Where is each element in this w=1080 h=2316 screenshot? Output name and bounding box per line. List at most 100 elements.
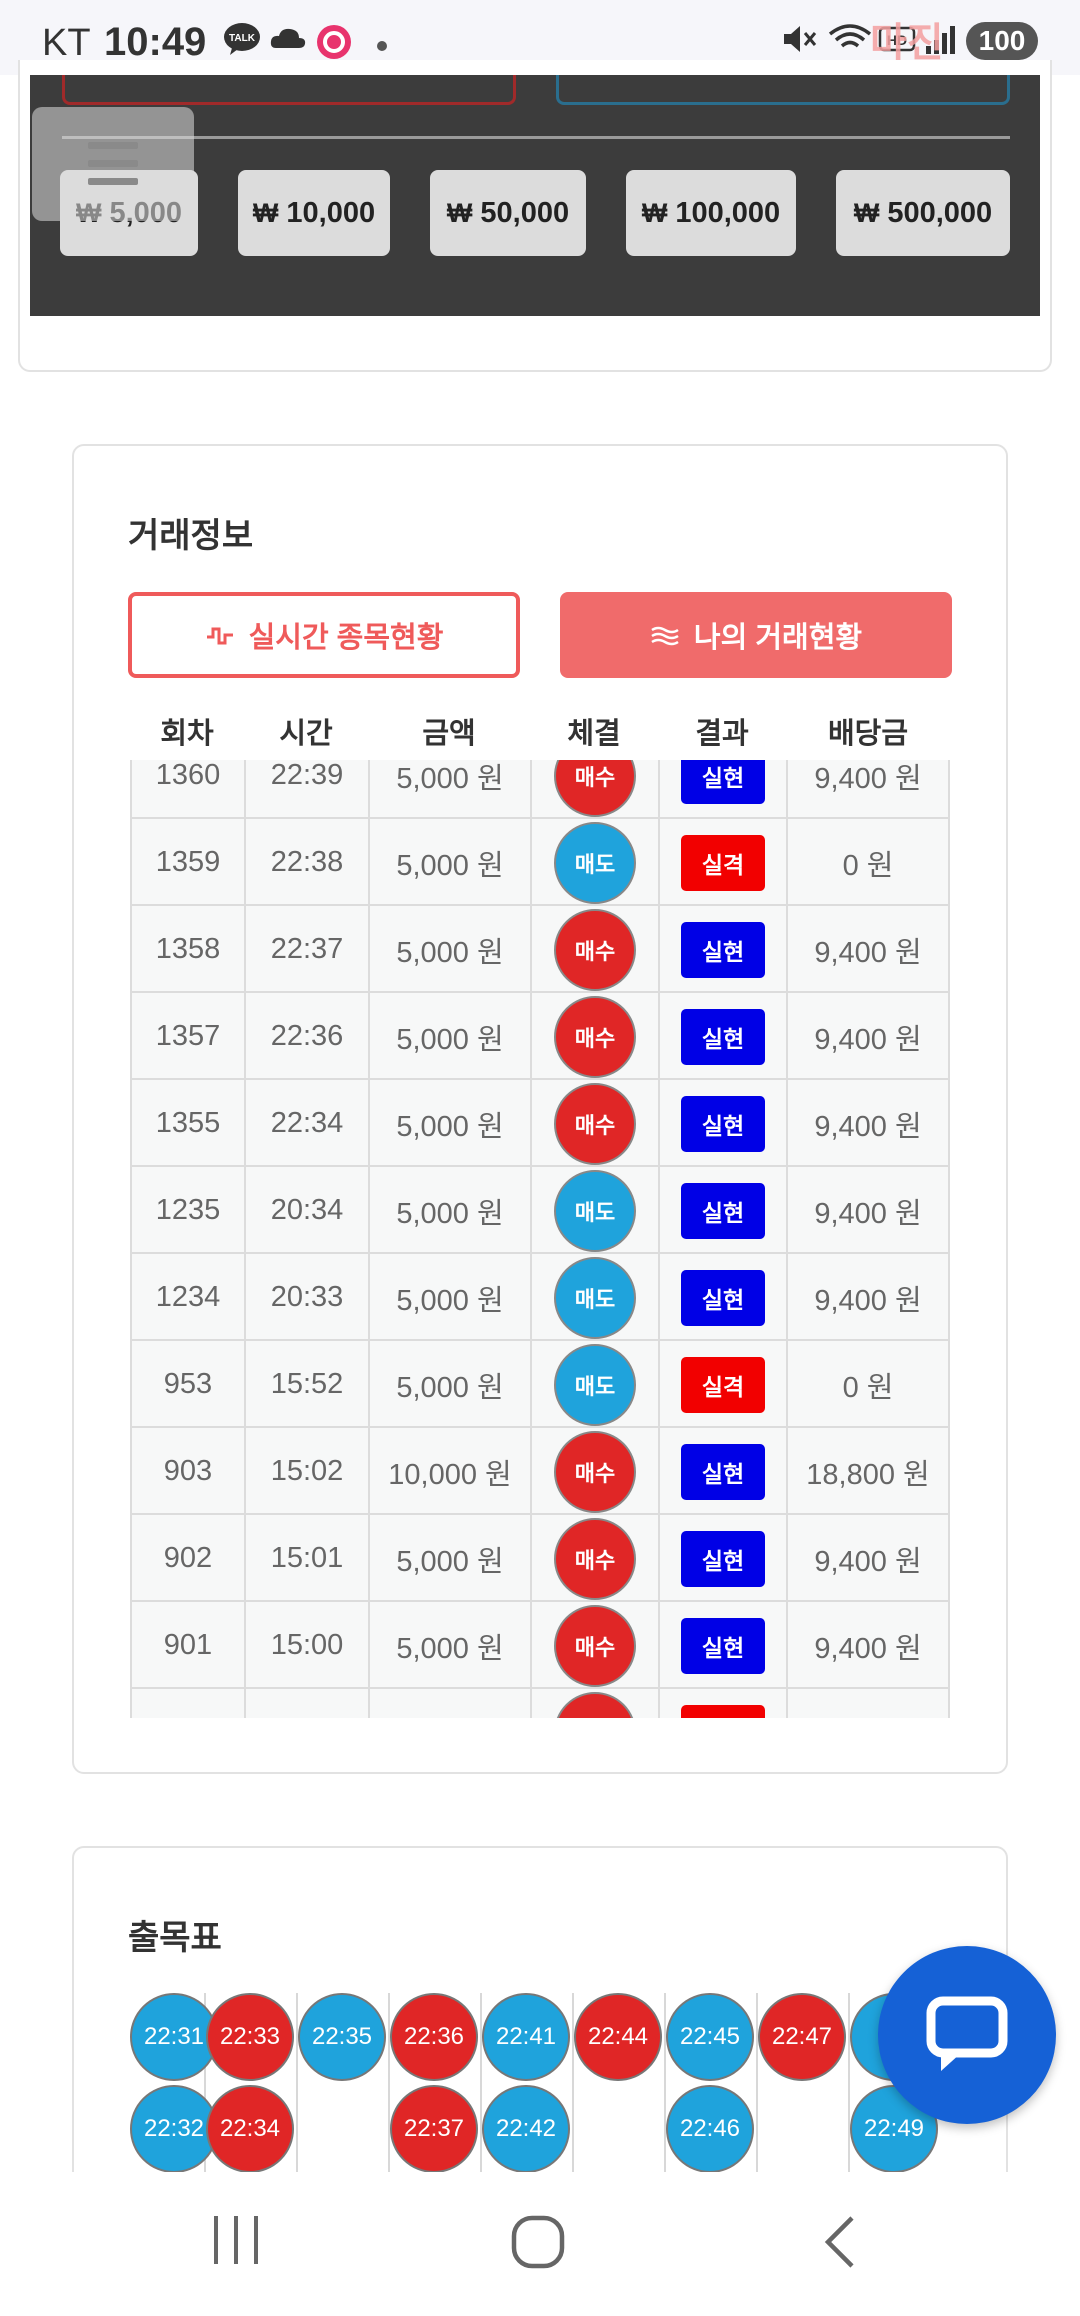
chart-dot-red: 22:34 bbox=[206, 2085, 294, 2173]
amount-button-50000[interactable]: ₩50,000 bbox=[430, 170, 586, 256]
back-icon bbox=[824, 2216, 854, 2268]
pulse-icon bbox=[206, 627, 233, 645]
chart-gridline bbox=[296, 1993, 298, 2173]
realized-badge: 실현 bbox=[681, 1269, 765, 1326]
buy-badge: 매수 bbox=[554, 1517, 636, 1600]
disqualified-badge: 실격 bbox=[681, 1704, 765, 1718]
amount-button-10000[interactable]: ₩10,000 bbox=[238, 170, 390, 256]
hamburger-menu-button[interactable] bbox=[32, 107, 194, 221]
chart-dot-blue: 22:42 bbox=[482, 2085, 570, 2173]
amount-cell bbox=[368, 1689, 530, 1718]
table-row: 953 15:52 5,000 원 매도 실격 0 원 bbox=[130, 1341, 950, 1428]
sell-box[interactable] bbox=[556, 75, 1010, 105]
carrier-label: KT bbox=[42, 22, 91, 64]
chart-dot-blue: 22:45 bbox=[666, 1993, 754, 2081]
col-time: 시간 bbox=[279, 718, 333, 750]
payout-cell: 9,400 원 bbox=[786, 1602, 950, 1689]
payout-cell bbox=[786, 1689, 950, 1718]
cloud-icon bbox=[268, 22, 308, 56]
col-round: 회차 bbox=[160, 718, 214, 750]
wifi-icon bbox=[828, 22, 872, 56]
buy-box[interactable] bbox=[62, 75, 516, 105]
amount-cell: 5,000 원 bbox=[368, 1602, 530, 1689]
time-cell: 22:39 bbox=[244, 760, 368, 819]
round-cell: 901 bbox=[130, 1602, 244, 1689]
side-cell: 매수 bbox=[530, 1080, 658, 1167]
table-row: 1357 22:36 5,000 원 매수 실현 9,400 원 bbox=[130, 993, 950, 1080]
disqualified-badge: 실격 bbox=[681, 834, 765, 891]
chart-dot-red: 22:47 bbox=[758, 1993, 846, 2081]
table-row: 1235 20:34 5,000 원 매도 실현 9,400 원 bbox=[130, 1167, 950, 1254]
round-cell: 1235 bbox=[130, 1167, 244, 1254]
result-cell: 실현 bbox=[658, 1515, 786, 1602]
amount-cell: 5,000 원 bbox=[368, 1080, 530, 1167]
result-cell: 실격 bbox=[658, 1341, 786, 1428]
chart-dot-red: 22:33 bbox=[206, 1993, 294, 2081]
amount-cell: 10,000 원 bbox=[368, 1428, 530, 1515]
col-side: 체결 bbox=[567, 718, 621, 750]
signal-icon bbox=[924, 22, 964, 56]
result-cell: 실격 bbox=[658, 819, 786, 906]
side-cell: 매수 bbox=[530, 760, 658, 819]
payout-cell: 9,400 원 bbox=[786, 906, 950, 993]
amount-button-500000[interactable]: ₩500,000 bbox=[836, 170, 1010, 256]
payout-cell: 9,400 원 bbox=[786, 1254, 950, 1341]
amount-cell: 5,000 원 bbox=[368, 760, 530, 819]
recents-button[interactable] bbox=[212, 2214, 262, 2271]
round-cell: 903 bbox=[130, 1428, 244, 1515]
round-cell: 1358 bbox=[130, 906, 244, 993]
chart-dot-blue: 22:46 bbox=[666, 2085, 754, 2173]
table-row: 1360 22:39 5,000 원 매수 실현 9,400 원 bbox=[130, 760, 950, 819]
trade-info-title: 거래정보 bbox=[128, 517, 254, 555]
back-button[interactable] bbox=[820, 2214, 860, 2275]
realized-badge: 실현 bbox=[681, 760, 765, 804]
recents-icon bbox=[214, 2216, 258, 2264]
chart-dot-blue: 22:35 bbox=[298, 1993, 386, 2081]
table-row: 901 15:00 5,000 원 매수 실현 9,400 원 bbox=[130, 1602, 950, 1689]
svg-text:HD: HD bbox=[887, 32, 907, 48]
amount-cell: 5,000 원 bbox=[368, 993, 530, 1080]
amount-button-100000[interactable]: ₩100,000 bbox=[626, 170, 796, 256]
round-cell: 1355 bbox=[130, 1080, 244, 1167]
chart-gridline bbox=[388, 1993, 390, 2173]
clock: 10:49 bbox=[104, 20, 207, 64]
panel-divider bbox=[62, 136, 1010, 139]
payout-cell: 9,400 원 bbox=[786, 1515, 950, 1602]
realized-badge: 실현 bbox=[681, 1530, 765, 1587]
amount-cell: 5,000 원 bbox=[368, 906, 530, 993]
trade-table[interactable]: 1360 22:39 5,000 원 매수 실현 9,400 원 1359 22:38 5,00… bbox=[130, 760, 950, 1718]
buy-badge: 매수 bbox=[554, 1691, 636, 1718]
home-button[interactable] bbox=[510, 2214, 566, 2275]
chart-dot-blue: 22:31 bbox=[130, 1993, 218, 2081]
payout-cell: 9,400 원 bbox=[786, 1167, 950, 1254]
result-cell: 실현 bbox=[658, 1080, 786, 1167]
chart-gridline bbox=[848, 1993, 850, 2173]
chart-dot-red: 22:37 bbox=[390, 2085, 478, 2173]
tab-realtime-status[interactable]: 실시간 종목현황 bbox=[128, 592, 520, 678]
realized-badge: 실현 bbox=[681, 1095, 765, 1152]
time-cell: 15:52 bbox=[244, 1341, 368, 1428]
side-cell: 매수 bbox=[530, 1689, 658, 1718]
chat-button[interactable] bbox=[878, 1946, 1056, 2124]
amount-cell: 5,000 원 bbox=[368, 819, 530, 906]
buy-badge: 매수 bbox=[554, 908, 636, 991]
buy-badge: 매수 bbox=[554, 760, 636, 817]
realized-badge: 실현 bbox=[681, 1443, 765, 1500]
result-cell: 실현 bbox=[658, 1254, 786, 1341]
side-cell: 매수 bbox=[530, 906, 658, 993]
side-cell: 매도 bbox=[530, 819, 658, 906]
kakaotalk-icon: TALK bbox=[222, 22, 262, 56]
result-cell: 실현 bbox=[658, 993, 786, 1080]
round-cell: 953 bbox=[130, 1341, 244, 1428]
chart-gridline bbox=[204, 1993, 206, 2173]
time-cell bbox=[244, 1689, 368, 1718]
buy-badge: 매수 bbox=[554, 1430, 636, 1513]
side-cell: 매도 bbox=[530, 1254, 658, 1341]
table-row: 1355 22:34 5,000 원 매수 실현 9,400 원 bbox=[130, 1080, 950, 1167]
tab-my-trades[interactable]: 나의 거래현황 bbox=[560, 592, 952, 678]
mute-icon bbox=[780, 22, 820, 56]
chart-gridline bbox=[756, 1993, 758, 2173]
system-nav-bar bbox=[0, 2172, 1080, 2316]
buy-badge: 매수 bbox=[554, 995, 636, 1078]
chart-gridline bbox=[572, 1993, 574, 2173]
